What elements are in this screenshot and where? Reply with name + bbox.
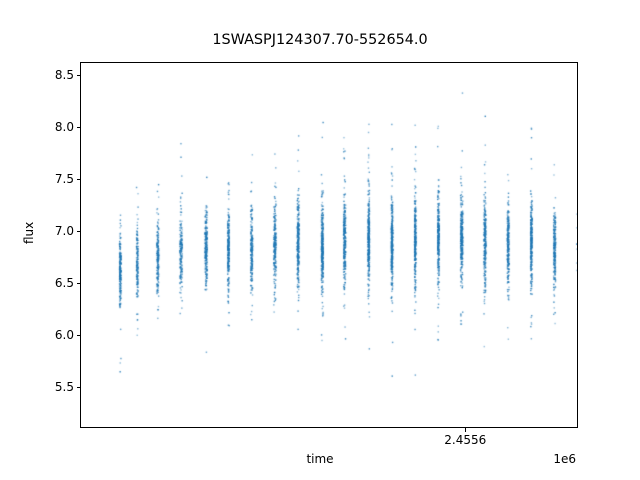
scatter-plot-canvas bbox=[81, 63, 577, 427]
x-axis-label: time bbox=[306, 452, 334, 466]
x-tick-label: 2.4556 bbox=[444, 433, 487, 447]
y-tick-mark bbox=[76, 127, 80, 129]
y-tick-label: 7.5 bbox=[54, 172, 74, 187]
x-tick-mark bbox=[465, 428, 467, 432]
y-tick-label: 6.0 bbox=[54, 328, 74, 343]
y-tick-mark bbox=[76, 387, 80, 389]
page-title: 1SWASPJ124307.70-552654.0 bbox=[212, 32, 428, 48]
plot-axes: 5.56.06.57.07.58.08.5 2.45562.45572.4558… bbox=[55, 62, 578, 446]
y-tick-label: 8.5 bbox=[54, 68, 74, 83]
y-tick-mark bbox=[76, 283, 80, 285]
y-tick-mark bbox=[76, 75, 80, 77]
x-axis-offset-label: 1e6 bbox=[553, 452, 576, 466]
y-tick-label: 8.0 bbox=[54, 120, 74, 135]
y-tick-label: 7.0 bbox=[54, 224, 74, 239]
y-axis-label: flux bbox=[22, 221, 36, 244]
y-tick-label: 6.5 bbox=[54, 276, 74, 291]
y-tick-label: 5.5 bbox=[54, 380, 74, 395]
y-tick-mark bbox=[76, 179, 80, 181]
y-tick-mark bbox=[76, 231, 80, 233]
y-tick-mark bbox=[76, 335, 80, 337]
